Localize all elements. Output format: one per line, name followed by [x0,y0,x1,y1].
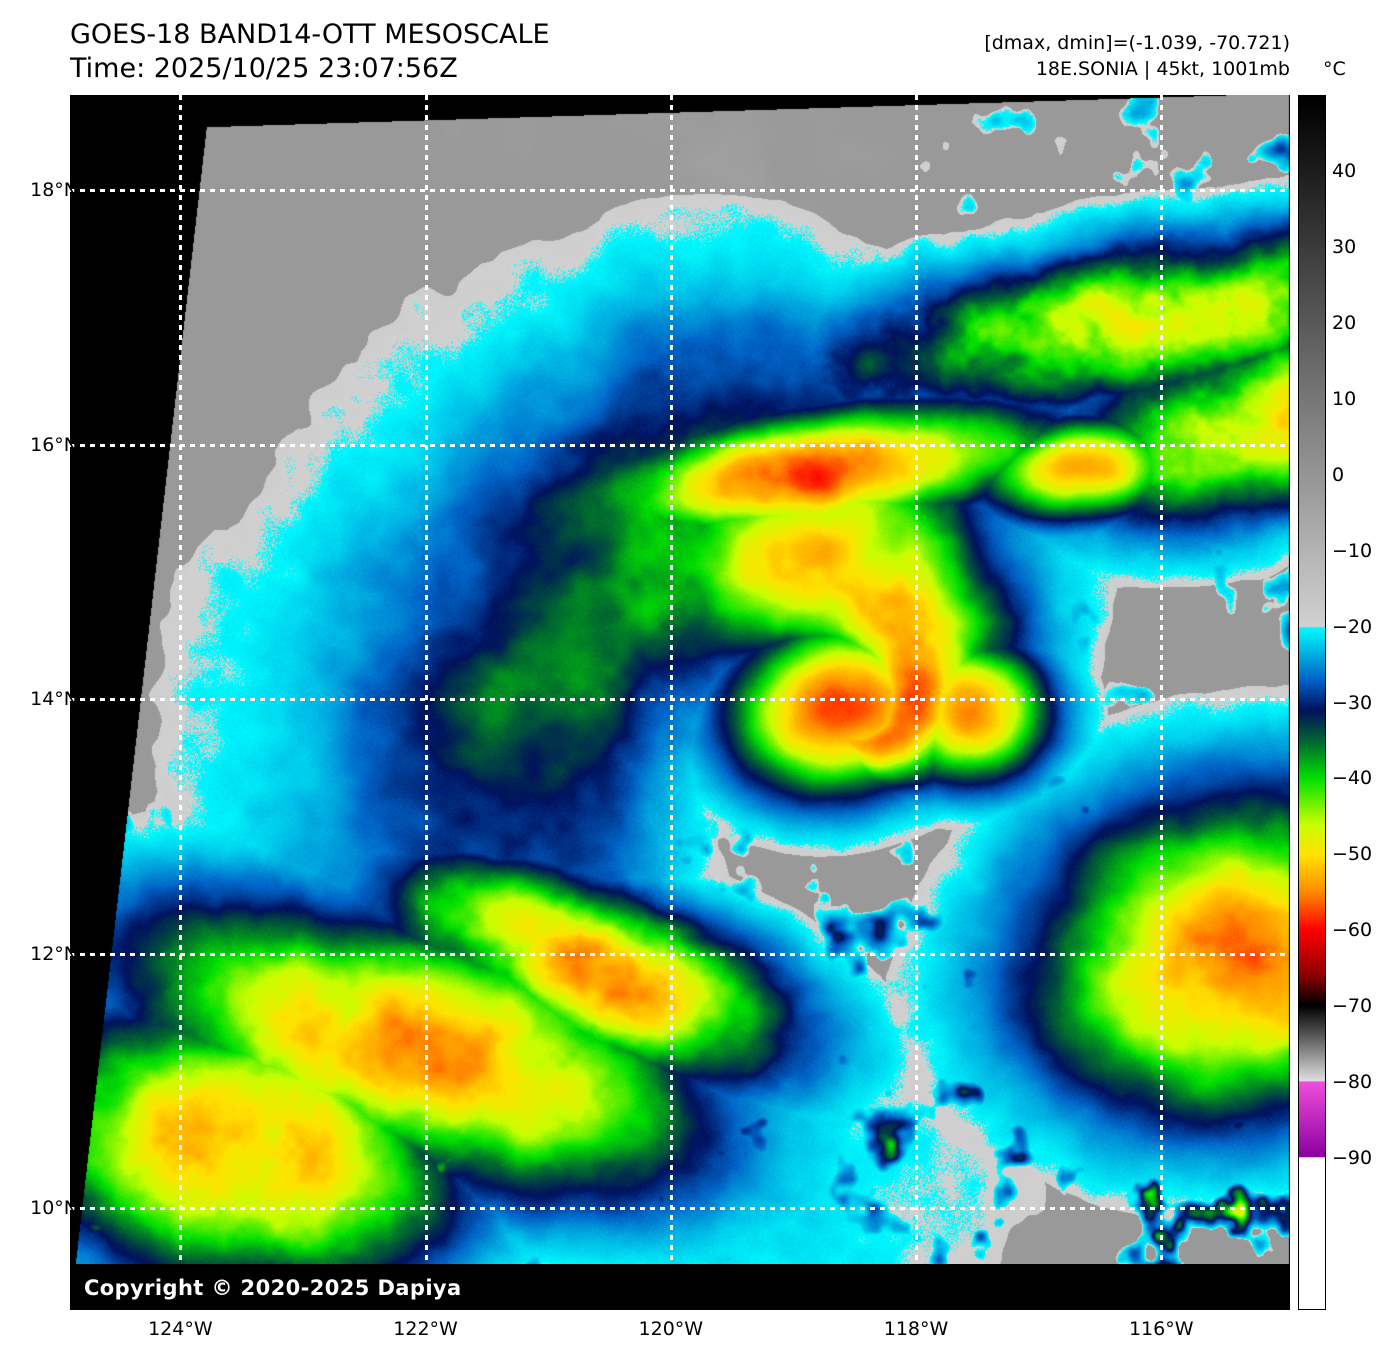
latitude-label-10°N: 10°N [30,1197,78,1220]
title-block: GOES-18 BAND14-OTT MESOSCALE Time: 2025/… [70,18,550,86]
colorbar-tick-30: 30 [1332,235,1357,258]
longitude-label-116°W: 116°W [1128,1318,1194,1340]
latitude-label-18°N: 18°N [30,179,78,202]
longitude-label-120°W: 120°W [638,1318,704,1340]
colorbar-tick--80: −80 [1332,1071,1373,1094]
colorbar-tick-0: 0 [1332,463,1345,486]
colorbar-tick--90: −90 [1332,1147,1373,1170]
data-range-label: [dmax, dmin]=(-1.039, -70.721) [984,32,1290,54]
colorbar-gradient [1299,96,1325,1309]
metadata-block: [dmax, dmin]=(-1.039, -70.721) 18E.SONIA… [984,30,1290,82]
temperature-colorbar [1298,95,1326,1310]
latitude-label-16°N: 16°N [30,433,78,456]
colorbar-tick-10: 10 [1332,387,1357,410]
latitude-label-14°N: 14°N [30,688,78,711]
longitude-label-124°W: 124°W [148,1318,213,1340]
copyright-band: Copyright © 2020-2025 Dapiya [70,1264,1290,1310]
timestamp-label: Time: 2025/10/25 23:07:56Z [70,53,458,84]
colorbar-tick--30: −30 [1332,691,1373,714]
longitude-label-122°W: 122°W [393,1318,458,1340]
colorbar-tick-20: 20 [1332,311,1357,334]
satellite-infrared-image [70,95,1290,1310]
colorbar-tick--40: −40 [1332,767,1373,790]
colorbar-tick--10: −10 [1332,539,1373,562]
colorbar-tick-40: 40 [1332,159,1357,182]
colorbar-tick--20: −20 [1332,615,1373,638]
longitude-label-118°W: 118°W [883,1318,949,1340]
colorbar-unit-label: °C [1323,58,1346,80]
copyright-label: Copyright © 2020-2025 Dapiya [84,1276,462,1300]
storm-info-label: 18E.SONIA | 45kt, 1001mb [1035,58,1290,80]
satellite-image-plot: Copyright © 2020-2025 Dapiya [70,95,1290,1310]
latitude-label-12°N: 12°N [30,942,78,965]
colorbar-tick--70: −70 [1332,995,1373,1018]
page-title: GOES-18 BAND14-OTT MESOSCALE [70,19,550,50]
colorbar-tick--50: −50 [1332,843,1373,866]
colorbar-tick--60: −60 [1332,919,1373,942]
